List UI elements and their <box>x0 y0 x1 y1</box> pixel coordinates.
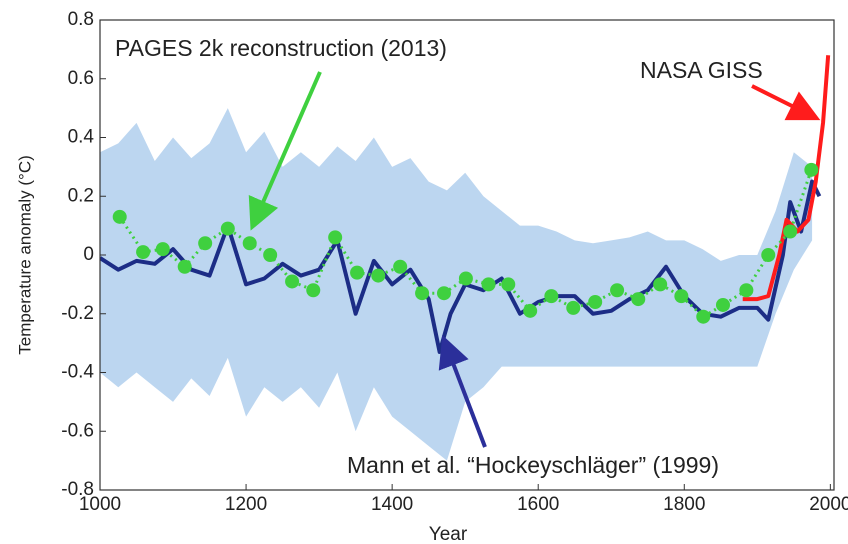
point <box>328 230 343 245</box>
point <box>263 248 278 262</box>
point <box>198 236 213 251</box>
point <box>674 289 689 304</box>
y-tick-label: -0.2 <box>61 303 94 324</box>
x-tick-label: 2000 <box>809 494 848 515</box>
point <box>220 221 235 236</box>
y-axis-label: Temperature anomaly (°C) <box>15 155 34 355</box>
point <box>393 259 408 274</box>
x-tick-label: 1000 <box>79 494 121 515</box>
point <box>501 277 516 292</box>
point <box>523 303 538 318</box>
y-tick-label: -0.6 <box>61 420 94 441</box>
y-tick-label: 0.6 <box>68 68 94 89</box>
point <box>177 259 192 274</box>
point <box>804 162 819 177</box>
plot-area <box>100 55 831 461</box>
y-tick-label: 0.8 <box>68 9 94 30</box>
point <box>544 289 559 304</box>
y-tick-label: 0 <box>83 244 94 265</box>
point <box>458 271 473 286</box>
point <box>155 242 170 257</box>
point <box>436 286 451 301</box>
x-axis-label: Year <box>429 524 468 544</box>
point <box>715 297 730 312</box>
point <box>350 265 365 280</box>
point <box>371 268 386 283</box>
line <box>100 179 822 354</box>
y-tick-label: -0.4 <box>61 362 94 383</box>
x-tick-label: 1600 <box>517 494 559 515</box>
point <box>783 224 798 239</box>
arrow <box>438 335 487 448</box>
point <box>481 277 496 292</box>
point <box>415 286 430 301</box>
point <box>610 283 625 298</box>
x-tick-label: 1800 <box>663 494 705 515</box>
point <box>566 300 581 315</box>
point <box>112 209 127 224</box>
annotation: NASA GISS <box>640 57 763 83</box>
point <box>285 274 300 289</box>
y-tick-label: -0.8 <box>61 479 94 500</box>
point <box>136 245 151 260</box>
point <box>696 309 711 324</box>
x-tick-label: 1200 <box>225 494 267 515</box>
x-tick-label: 1400 <box>371 494 413 515</box>
annotation: Mann et al. “Hockeyschläger” (1999) <box>347 452 719 478</box>
uncertainty-band <box>100 108 813 461</box>
point <box>653 277 668 292</box>
point <box>739 283 754 298</box>
y-tick-label: 0.4 <box>68 127 95 148</box>
arrow <box>248 71 322 231</box>
point <box>588 295 603 309</box>
point <box>631 292 646 307</box>
point <box>761 248 776 262</box>
arrow <box>751 84 821 121</box>
dotted-line <box>118 169 813 319</box>
point <box>242 236 257 251</box>
point <box>306 283 321 298</box>
y-tick-label: 0.2 <box>68 185 94 206</box>
annotation: PAGES 2k reconstruction (2013) <box>115 35 447 61</box>
